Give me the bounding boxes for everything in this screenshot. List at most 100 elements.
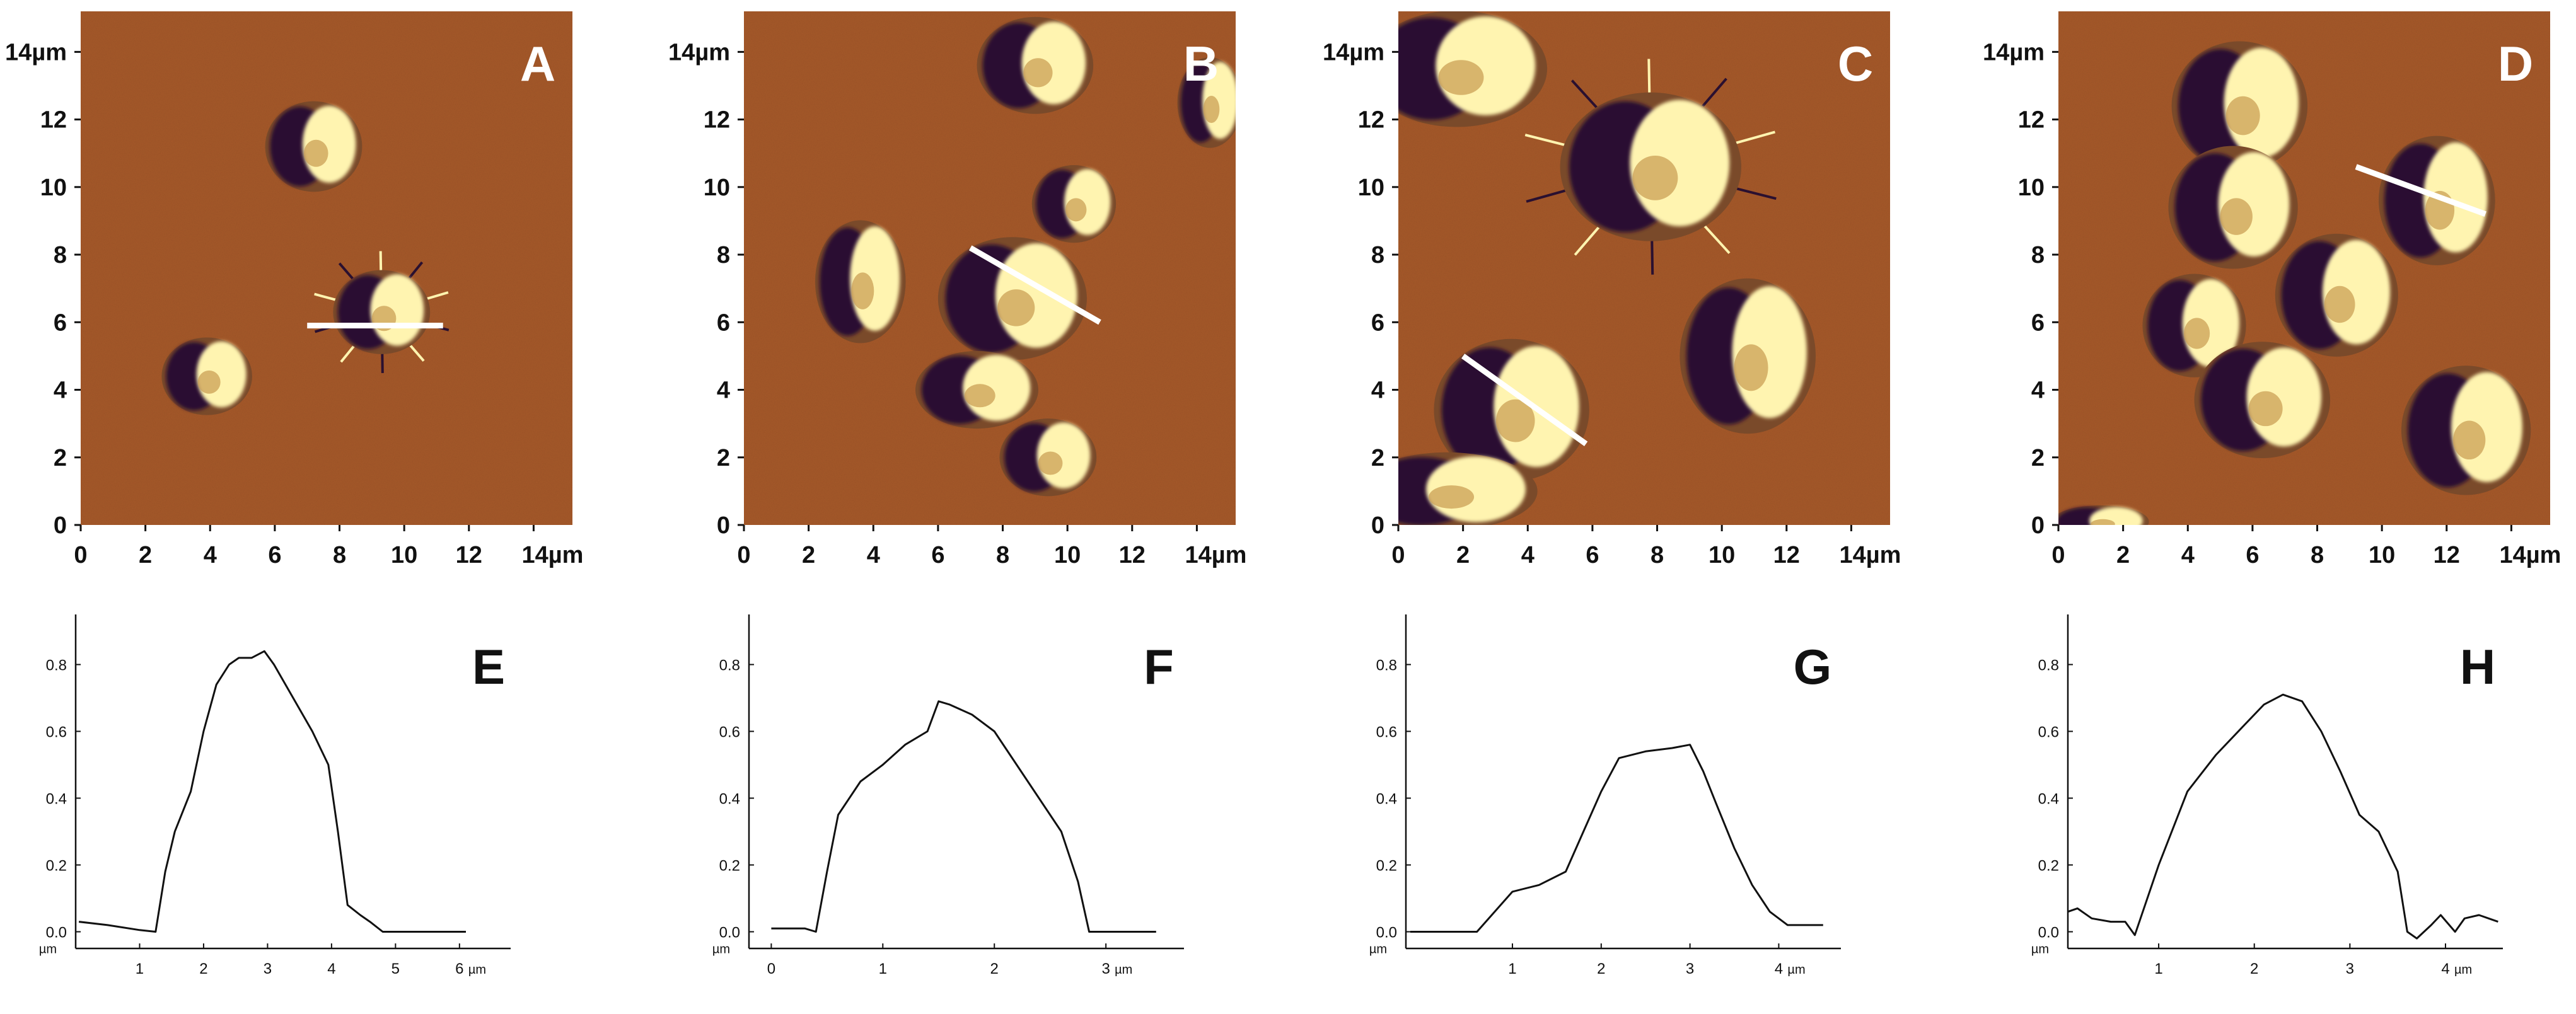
afm-x-tick-label: 0 [1391, 542, 1405, 568]
afm-cell-texture [304, 139, 328, 167]
afm-y-tick-label: 6 [54, 309, 67, 336]
afm-cell-texture [1495, 399, 1535, 442]
profile-y-tick-label: 0.8 [2038, 657, 2059, 674]
profile-y-tick-label: 0.8 [719, 657, 740, 674]
afm-panel-letter: D [2498, 36, 2533, 91]
afm-cells [2058, 41, 2531, 525]
afm-x-tick-label: 6 [268, 542, 281, 568]
afm-cell [2275, 233, 2398, 357]
afm-cell-texture [1023, 58, 1053, 88]
afm-y-tick-label: 14µm [1323, 39, 1384, 66]
afm-cell [265, 101, 363, 192]
profile-y-tick-label: 0.4 [46, 791, 67, 808]
afm-cell-texture [1438, 60, 1484, 95]
profile-y-unit: µm [39, 943, 57, 957]
afm-y-tick-label: 10 [704, 175, 730, 201]
profile-panel-f: 0.0 0.2 0.4 0.6 0.8 µm 0 1 2 3 µm F [712, 614, 1184, 977]
profile-y-tick-label: 0.8 [1376, 657, 1397, 674]
afm-cell-texture [2220, 198, 2253, 235]
profile-y-tick-label: 0.6 [46, 724, 67, 741]
afm-cell [1177, 57, 1236, 148]
afm-x-tick-label: 2 [139, 542, 152, 568]
afm-cell [2379, 135, 2495, 265]
afm-cell-texture [851, 272, 874, 309]
afm-cell-texture [1429, 485, 1475, 509]
profile-y-tick-label: 0.2 [1376, 858, 1397, 875]
profile-curve [1410, 744, 1823, 933]
profile-x-tick-label: 1 [1508, 960, 1516, 977]
profile-x-tick-label: 3 [2346, 960, 2354, 977]
afm-x-tick-label: 14µm [521, 542, 583, 568]
afm-cells [815, 16, 1236, 497]
afm-x-tick-label: 6 [931, 542, 944, 568]
afm-cell-texture [1038, 451, 1063, 475]
afm-cell-texture [2248, 391, 2283, 427]
afm-cell [2401, 366, 2531, 495]
afm-cell [1680, 278, 1816, 434]
afm-x-tick-label: 6 [1586, 542, 1599, 568]
profile-curve [78, 650, 466, 933]
afm-y-tick-label: 12 [1358, 107, 1384, 134]
afm-cell-texture [997, 289, 1035, 326]
profile-panel-g: 0.0 0.2 0.4 0.6 0.8 µm 1 2 3 4 µm G [1369, 614, 1841, 977]
afm-scan-line [968, 245, 1101, 325]
afm-y-tick-label: 14µm [1983, 39, 2045, 66]
profile-y-tick-label: 0.0 [1376, 925, 1397, 942]
profile-x-tick-label: 2 [199, 960, 207, 977]
afm-y-tick-label: 4 [717, 377, 730, 404]
afm-x-tick-label: 4 [867, 542, 880, 568]
profile-x-tick-label: 3 [1101, 960, 1110, 977]
afm-y-tick-label: 12 [704, 107, 730, 134]
afm-y-tick-label: 0 [2031, 512, 2045, 539]
profile-x-unit: µm [468, 963, 486, 977]
afm-y-tick-label: 10 [40, 175, 67, 201]
profile-panel-letter: F [1144, 639, 1174, 694]
afm-cell [1398, 11, 1548, 127]
profile-curve [2067, 693, 2498, 940]
afm-x-tick-label: 12 [2434, 542, 2460, 568]
afm-x-tick-label: 8 [996, 542, 1009, 568]
afm-x-tick-label: 8 [1651, 542, 1664, 568]
profile-y-tick-label: 0.2 [2038, 858, 2059, 875]
profile-x-tick-label: 2 [1597, 960, 1605, 977]
profile-x-tick-label: 4 [1775, 960, 1783, 977]
profile-x-tick-label: 4 [2441, 960, 2449, 977]
afm-x-tick-label: 4 [1521, 542, 1535, 568]
profile-curve [771, 700, 1156, 933]
afm-cell [977, 16, 1094, 114]
profile-y-tick-label: 0.2 [46, 858, 67, 875]
afm-x-tick-label: 10 [1709, 542, 1735, 568]
afm-x-tick-label: 2 [1456, 542, 1470, 568]
afm-y-tick-label: 4 [2031, 377, 2045, 404]
afm-x-tick-label: 0 [2051, 542, 2065, 568]
afm-cell [1398, 452, 1538, 525]
afm-panel-b: B 00 2 2 4 4 6 6 8 8 10 10 12 12 14µm 14µm [668, 11, 1246, 568]
profile-x-tick-label: 6 [455, 960, 463, 977]
afm-cell-texture [197, 370, 221, 394]
afm-cell-texture [1065, 198, 1087, 222]
afm-cell [2171, 41, 2308, 171]
profile-x-tick-label: 1 [879, 960, 887, 977]
afm-panel-letter: B [1183, 36, 1219, 91]
afm-x-tick-label: 8 [333, 542, 346, 568]
afm-x-tick-label: 12 [1773, 542, 1800, 568]
profile-x-tick-label: 1 [2154, 960, 2162, 977]
afm-cell [2142, 274, 2246, 377]
afm-x-tick-label: 14µm [2499, 542, 2561, 568]
afm-x-tick-label: 6 [2246, 542, 2259, 568]
afm-scan-line [1461, 354, 1588, 446]
afm-cell-texture [2453, 420, 2486, 460]
afm-y-tick-label: 2 [54, 445, 67, 471]
profile-y-tick-label: 0.0 [2038, 925, 2059, 942]
afm-cell [999, 418, 1097, 497]
afm-y-tick-label: 4 [54, 377, 67, 404]
profile-y-tick-label: 0.8 [46, 657, 67, 674]
profile-x-tick-label: 3 [1686, 960, 1694, 977]
profile-x-tick-label: 5 [392, 960, 400, 977]
afm-y-tick-label: 14µm [5, 39, 67, 66]
afm-x-tick-label: 2 [2116, 542, 2130, 568]
profile-panel-e: 0.0 0.2 0.4 0.6 0.8 µm 1 2 3 4 5 6 µm E [39, 614, 511, 977]
afm-y-tick-label: 8 [1371, 242, 1384, 268]
